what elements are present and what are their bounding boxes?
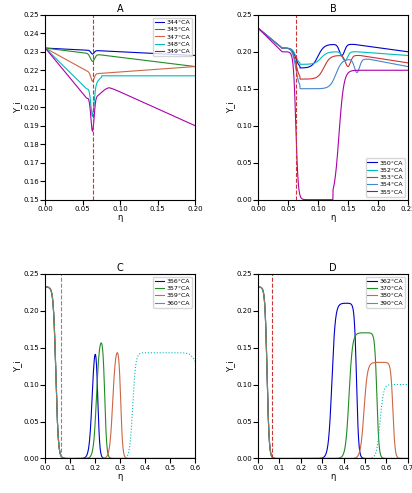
- Y-axis label: Y_i: Y_i: [226, 360, 235, 372]
- X-axis label: η: η: [117, 213, 123, 222]
- X-axis label: η: η: [330, 472, 336, 481]
- Legend: 350°CA, 352°CA, 353°CA, 354°CA, 355°CA: 350°CA, 352°CA, 353°CA, 354°CA, 355°CA: [365, 158, 405, 197]
- Y-axis label: Y_i: Y_i: [13, 102, 22, 113]
- Legend: 344°CA, 345°CA, 347°CA, 348°CA, 349°CA: 344°CA, 345°CA, 347°CA, 348°CA, 349°CA: [152, 18, 192, 56]
- Legend: 356°CA, 357°CA, 359°CA, 360°CA: 356°CA, 357°CA, 359°CA, 360°CA: [153, 277, 192, 308]
- Title: B: B: [330, 4, 336, 14]
- Legend: 362°CA, 370°CA, 380°CA, 390°CA: 362°CA, 370°CA, 380°CA, 390°CA: [365, 277, 405, 308]
- X-axis label: η: η: [330, 213, 336, 222]
- Y-axis label: Y_i: Y_i: [226, 102, 235, 113]
- Title: A: A: [117, 4, 124, 14]
- Title: D: D: [329, 263, 337, 273]
- Title: C: C: [117, 263, 124, 273]
- X-axis label: η: η: [117, 472, 123, 481]
- Y-axis label: Y_i: Y_i: [13, 360, 22, 372]
